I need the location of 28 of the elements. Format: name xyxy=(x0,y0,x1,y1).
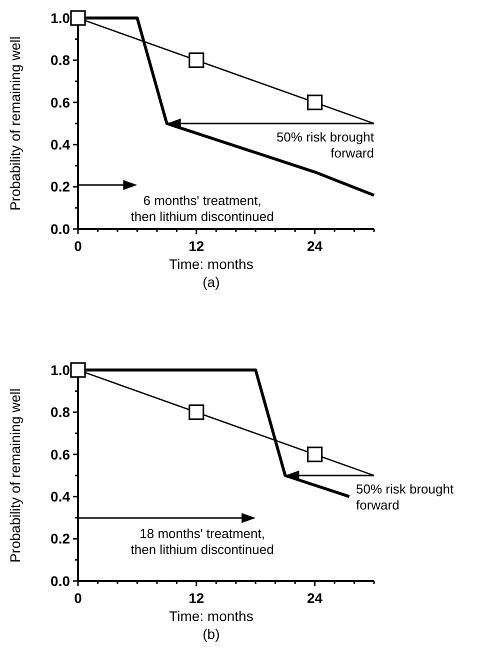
y-tick-label: 0.0 xyxy=(50,220,70,237)
x-tick-label: 12 xyxy=(188,238,204,254)
y-axis-title: Probability of remaining well xyxy=(7,36,23,211)
text: (a) xyxy=(202,274,220,290)
x-tick-label: 0 xyxy=(74,238,82,254)
x-axis-title: Time: months xyxy=(169,608,254,624)
text: (b) xyxy=(202,626,220,642)
annotation: 50% risk brought forward xyxy=(276,130,374,160)
y-tick-label: 0.2 xyxy=(50,530,70,547)
y-tick-label: 0.2 xyxy=(50,178,70,195)
annotation: 6 months' treatment, then lithium discontinued xyxy=(130,193,274,224)
x-tick-label: 0 xyxy=(74,590,82,606)
x-tick-label: 24 xyxy=(307,238,323,254)
y-tick-label: 1.0 xyxy=(50,362,70,378)
x-tick-label: 12 xyxy=(188,590,204,606)
y-tick-label: 0.4 xyxy=(50,488,70,504)
y-tick-label: 0.8 xyxy=(50,404,70,420)
y-tick-label: 0.6 xyxy=(50,446,70,462)
y-tick-label: 0.8 xyxy=(50,52,70,68)
x-axis-title: Time: months xyxy=(169,256,254,272)
y-tick-label: 1.0 xyxy=(50,10,70,26)
annotation: 50% risk brought forward xyxy=(356,482,454,512)
y-axis-title: Probability of remaining well xyxy=(7,388,23,563)
annotation: 18 months' treatment, then lithium discontinued xyxy=(130,526,274,557)
y-tick-label: 0.4 xyxy=(50,136,70,152)
x-tick-label: 24 xyxy=(307,590,323,606)
y-tick-label: 0.6 xyxy=(50,94,70,110)
y-tick-label: 0.0 xyxy=(50,572,70,589)
